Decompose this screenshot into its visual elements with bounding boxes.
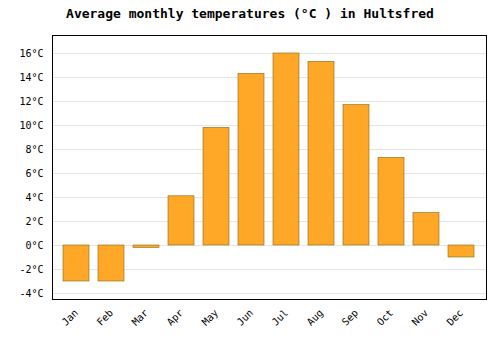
svg-text:12°C: 12°C: [19, 96, 43, 107]
svg-text:2°C: 2°C: [25, 216, 43, 227]
svg-text:-4°C: -4°C: [19, 288, 43, 299]
svg-text:4°C: 4°C: [25, 192, 43, 203]
svg-text:0°C: 0°C: [25, 240, 43, 251]
svg-text:14°C: 14°C: [19, 72, 43, 83]
svg-text:Sep: Sep: [340, 307, 361, 328]
svg-text:Jul: Jul: [270, 307, 291, 328]
svg-text:Jun: Jun: [235, 307, 256, 328]
svg-text:8°C: 8°C: [25, 144, 43, 155]
svg-text:Nov: Nov: [410, 307, 431, 328]
svg-text:Oct: Oct: [375, 307, 396, 328]
svg-text:Feb: Feb: [95, 307, 116, 328]
svg-text:Apr: Apr: [165, 307, 186, 328]
svg-text:6°C: 6°C: [25, 168, 43, 179]
svg-text:Jan: Jan: [60, 307, 81, 328]
svg-text:-2°C: -2°C: [19, 264, 43, 275]
svg-text:Dec: Dec: [445, 307, 466, 328]
svg-text:May: May: [200, 307, 221, 328]
svg-text:Aug: Aug: [305, 307, 326, 328]
svg-text:16°C: 16°C: [19, 48, 43, 59]
svg-text:10°C: 10°C: [19, 120, 43, 131]
svg-text:Mar: Mar: [130, 307, 151, 328]
html-text:Average monthly temperatures (: Average monthly temperatures (°C ) in Hu…: [66, 6, 434, 21]
